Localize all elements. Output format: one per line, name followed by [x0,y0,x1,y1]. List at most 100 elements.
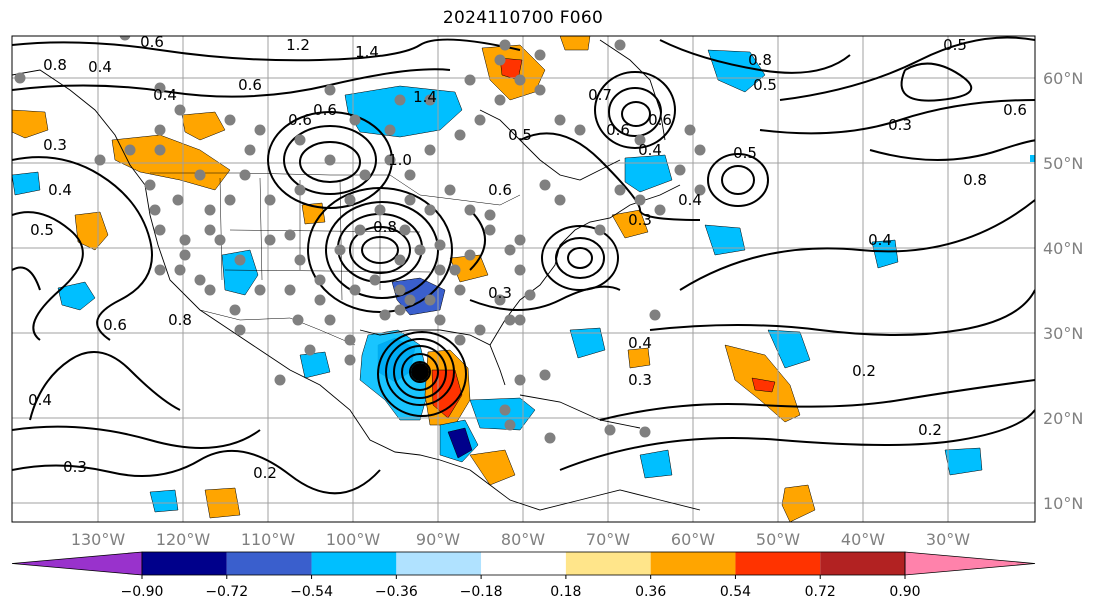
observation-dot [484,209,496,221]
lon-label: 120°W [156,530,211,549]
contour-label: 0.5 [733,144,757,162]
lon-label: 40°W [841,530,885,549]
observation-dot [344,334,356,346]
colorbar-extend-high [904,551,1036,576]
observation-dot [94,154,106,166]
colorbar-segment [142,552,227,575]
observation-dot [504,314,516,326]
observation-dot [154,124,166,136]
observation-dot [499,404,511,416]
contour-label: 0.8 [373,218,397,236]
contour-labels: 0.6 1.2 1.4 0.6 0.8 0.4 0.3 0.4 0.5 0.6 0.4 0.6 1.4 1… [28,33,1027,482]
observation-dot [144,179,156,191]
observation-dot [614,184,626,196]
observation-dot [239,169,251,181]
contour-label: 0.4 [48,181,72,199]
colorbar-tick-label: −0.90 [121,584,164,600]
contour-label: 0.3 [43,136,67,154]
observation-dot [534,49,546,61]
observation-dot [179,249,191,261]
observation-dot [254,124,266,136]
observation-dot [634,134,646,146]
observation-dot [504,419,516,431]
observation-dot [694,144,706,156]
contour-label: 0.6 [103,316,127,334]
observation-dot [464,204,476,216]
observation-dot [292,314,304,326]
contour-label: 0.6 [648,111,672,129]
contour-label: 0.5 [943,36,967,54]
observation-dots [14,36,706,444]
observation-dot [404,169,416,181]
observation-dot [594,224,606,236]
observation-dot [614,39,626,51]
gridlines [12,36,1035,522]
observation-dot [394,284,406,296]
lon-label: 110°W [241,530,296,549]
contour-label: 0.8 [963,171,987,189]
observation-dot [554,194,566,206]
observation-dot [464,249,476,261]
contour-label: 0.3 [628,371,652,389]
observation-dot [149,204,161,216]
observation-dot [349,114,361,126]
observation-dot [424,294,436,306]
lat-label: 40°N [1043,239,1083,258]
observation-dot [674,164,686,176]
contour-label: 0.5 [30,221,54,239]
observation-dot [574,124,586,136]
observation-dot [229,304,241,316]
observation-dot [514,264,526,276]
contour-label: 0.6 [238,76,262,94]
observation-dot [214,234,226,246]
observation-dot [484,224,496,236]
observation-dot [334,244,346,256]
contour-label: 0.5 [508,126,532,144]
colorbar-tick-label: −0.72 [205,584,248,600]
observation-dot [179,234,191,246]
observation-dot [294,184,306,196]
observation-dot [524,289,536,301]
observation-dot [369,274,381,286]
map-title: 2024110700 F060 [442,8,604,28]
colorbar-tick-label: −0.18 [460,584,503,600]
colorbar-segment [311,552,397,575]
observation-dot [174,264,186,276]
observation-dot [394,254,406,266]
observation-dot [444,184,456,196]
observation-dot [224,114,236,126]
observation-dot [264,194,276,206]
shading-layer [12,36,1035,522]
colorbar-tick-label: 0.36 [635,584,666,600]
observation-dot [124,144,136,156]
colorbar-segment [735,552,821,575]
colorbar-tick-label: 0.72 [805,584,836,600]
observation-dot [474,324,486,336]
observation-dot [604,424,616,436]
lat-label: 20°N [1043,409,1083,428]
observation-dot [514,374,526,386]
contour-label: 1.0 [388,151,412,169]
lon-label: 130°W [71,530,126,549]
observation-dot [154,82,166,94]
contour-label: 0.3 [488,284,512,302]
observation-dot [534,84,546,96]
observation-dot [154,144,166,156]
observation-dot [204,224,216,236]
contour-label: 0.4 [28,391,52,409]
observation-dot [204,284,216,296]
observation-dot [274,374,286,386]
map-frame [11,35,1036,523]
observation-dot [634,194,646,206]
observation-dot [234,254,246,266]
contour-label: 0.6 [313,101,337,119]
colorbar-tick-label: 0.90 [889,584,920,600]
observation-dot [494,294,506,306]
observation-dot [494,94,506,106]
observation-dot [394,304,406,316]
observation-dot [434,239,446,251]
observation-dot [374,204,386,216]
contour-label: 0.6 [140,33,164,51]
longitude-labels: 130°W 120°W 110°W 100°W 90°W 80°W 70°W 60°W 50°W… [71,530,970,549]
